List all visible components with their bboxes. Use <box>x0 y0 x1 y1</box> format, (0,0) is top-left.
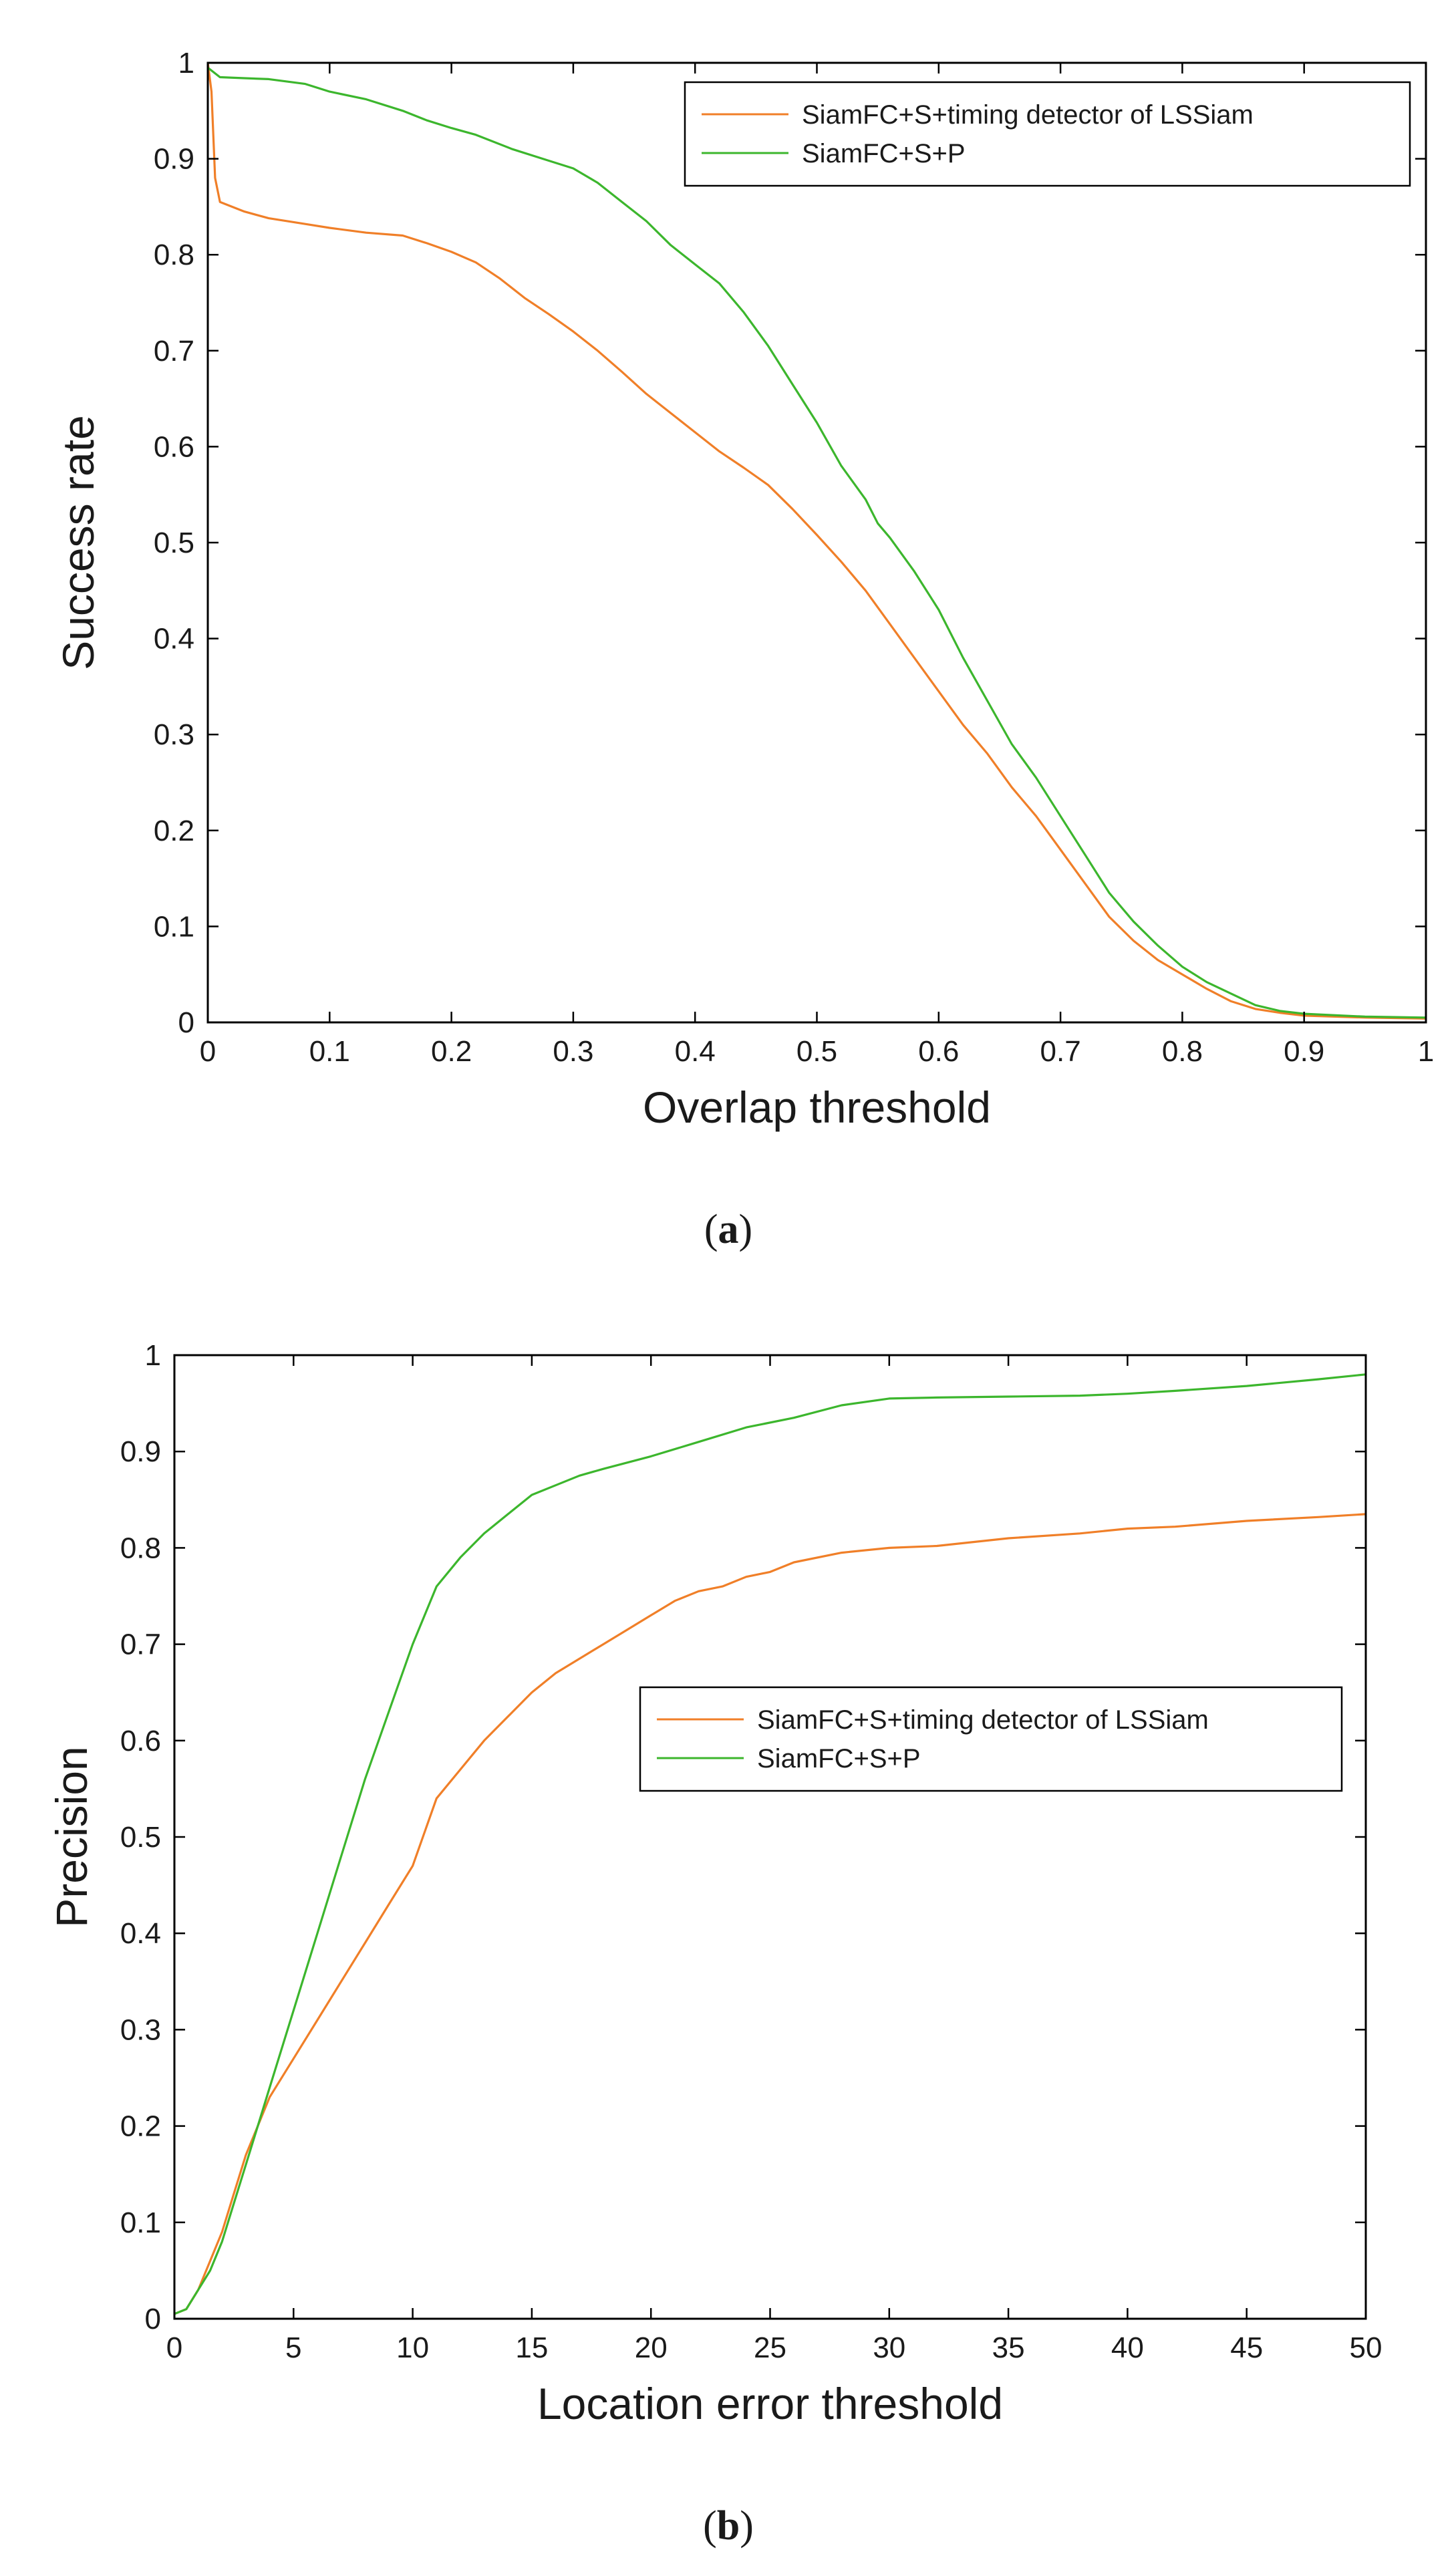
chart-a-x-tick-label: 0.4 <box>675 1035 716 1068</box>
chart-b-x-tick-label: 40 <box>1111 2331 1144 2364</box>
chart-b-y-tick-label: 0.6 <box>120 1725 161 1757</box>
chart-b-y-tick-label: 0.4 <box>120 1917 161 1950</box>
chart-a-y-tick-label: 0 <box>178 1006 194 1039</box>
chart-a-y-tick-label: 0.5 <box>154 527 194 559</box>
chart-a-y-tick-label: 0.3 <box>154 718 194 751</box>
chart-a-x-ticks: 0 0.1 0.2 0.3 0.4 0.5 0.6 0.7 0.8 0.9 1 <box>200 63 1434 1068</box>
chart-a: 0 0.1 0.2 0.3 0.4 0.5 0.6 0.7 0.8 0.9 1 0 0.1 0.2 0.3… <box>53 47 1434 1252</box>
chart-b-y-tick-label: 0 <box>145 2303 161 2335</box>
chart-a-series-layer <box>206 62 1427 1020</box>
chart-a-y-tick-label: 0.7 <box>154 335 194 368</box>
chart-b-caption-close: ) <box>740 2503 754 2549</box>
chart-b-caption-letter: b <box>717 2503 740 2549</box>
chart-b-x-tick-label: 50 <box>1350 2331 1382 2364</box>
chart-a-series-line-1 <box>207 66 1427 1019</box>
chart-b-y-tick-label: 0.3 <box>120 2013 161 2046</box>
chart-b: 0 5 10 15 20 25 30 35 40 45 50 0 0.1 0.2 0.3 0.4 0.5 0.6… <box>47 1339 1382 2549</box>
chart-b-x-tick-label: 20 <box>635 2331 668 2364</box>
chart-b-x-tick-label: 10 <box>396 2331 429 2364</box>
chart-b-x-tick-label: 30 <box>873 2331 905 2364</box>
chart-b-caption: (b) <box>703 2503 754 2549</box>
chart-b-y-tick-label: 0.5 <box>120 1821 161 1854</box>
chart-b-legend: SiamFC+S+timing detector of LSSiam SiamF… <box>639 1686 1343 1792</box>
chart-b-y-ticks: 0 0.1 0.2 0.3 0.4 0.5 0.6 0.7 0.8 0.9 1 <box>120 1339 1366 2335</box>
chart-b-x-tick-label: 25 <box>754 2331 786 2364</box>
chart-a-x-axis-label: Overlap threshold <box>643 1083 991 1132</box>
chart-b-legend-entry-green: SiamFC+S+P <box>757 1744 921 1773</box>
chart-a-x-tick-label: 0.2 <box>431 1035 472 1068</box>
chart-b-x-tick-label: 15 <box>515 2331 548 2364</box>
chart-b-series-line-0 <box>174 1513 1366 2315</box>
chart-a-y-tick-label: 0.9 <box>154 143 194 176</box>
chart-a-plot-frame <box>206 61 1427 1024</box>
chart-a-legend-entry-orange: SiamFC+S+timing detector of LSSiam <box>802 100 1254 130</box>
chart-a-x-tick-label: 0.7 <box>1040 1035 1081 1068</box>
chart-a-y-tick-label: 0.4 <box>154 623 194 656</box>
chart-b-x-tick-label: 35 <box>992 2331 1025 2364</box>
chart-b-y-tick-label: 1 <box>145 1339 161 1372</box>
chart-b-legend-box <box>639 1686 1343 1792</box>
chart-b-legend-entry-orange: SiamFC+S+timing detector of LSSiam <box>757 1705 1209 1735</box>
chart-b-series-layer <box>174 1373 1366 2315</box>
chart-a-caption-close: ) <box>739 1207 753 1252</box>
chart-b-caption-open: ( <box>703 2503 717 2549</box>
chart-a-caption: (a) <box>704 1207 752 1252</box>
chart-a-caption-open: ( <box>704 1207 718 1252</box>
chart-a-x-tick-label: 0.6 <box>918 1035 959 1068</box>
chart-b-y-tick-label: 0.8 <box>120 1532 161 1564</box>
chart-a-y-axis-label: Success rate <box>53 415 103 670</box>
chart-b-plot-frame <box>173 1354 1367 2320</box>
chart-b-y-tick-label: 0.1 <box>120 2206 161 2239</box>
chart-a-y-tick-label: 0.1 <box>154 910 194 943</box>
chart-b-x-tick-label: 5 <box>285 2331 301 2364</box>
chart-a-series-line-0 <box>206 62 1427 1020</box>
chart-a-x-tick-label: 0.3 <box>553 1035 593 1068</box>
chart-a-y-tick-label: 0.6 <box>154 430 194 463</box>
chart-b-x-ticks: 0 5 10 15 20 25 30 35 40 45 50 <box>166 1355 1382 2364</box>
chart-a-legend-entry-green: SiamFC+S+P <box>802 139 966 168</box>
chart-b-x-tick-label: 45 <box>1230 2331 1263 2364</box>
chart-a-legend: SiamFC+S+timing detector of LSSiam SiamF… <box>684 81 1411 187</box>
chart-a-y-ticks: 0 0.1 0.2 0.3 0.4 0.5 0.6 0.7 0.8 0.9 1 <box>154 47 1426 1039</box>
chart-a-y-tick-label: 0.2 <box>154 815 194 847</box>
chart-b-y-axis-label: Precision <box>47 1746 96 1927</box>
chart-b-x-tick-label: 0 <box>166 2331 182 2364</box>
chart-a-y-tick-label: 0.8 <box>154 239 194 271</box>
chart-a-caption-letter: a <box>718 1207 739 1252</box>
chart-b-series-line-1 <box>174 1373 1366 2315</box>
chart-b-y-tick-label: 0.9 <box>120 1435 161 1468</box>
chart-a-x-tick-label: 0.8 <box>1162 1035 1203 1068</box>
chart-b-x-axis-label: Location error threshold <box>537 2379 1003 2428</box>
chart-a-x-tick-label: 0.9 <box>1284 1035 1324 1068</box>
chart-a-x-tick-label: 0.5 <box>796 1035 837 1068</box>
chart-a-x-tick-label: 0.1 <box>309 1035 350 1068</box>
chart-a-x-tick-label: 0 <box>200 1035 216 1068</box>
chart-b-y-tick-label: 0.7 <box>120 1628 161 1661</box>
chart-a-y-tick-label: 1 <box>178 47 194 80</box>
chart-a-legend-box <box>684 81 1411 187</box>
chart-a-x-tick-label: 1 <box>1418 1035 1434 1068</box>
chart-b-y-tick-label: 0.2 <box>120 2110 161 2143</box>
